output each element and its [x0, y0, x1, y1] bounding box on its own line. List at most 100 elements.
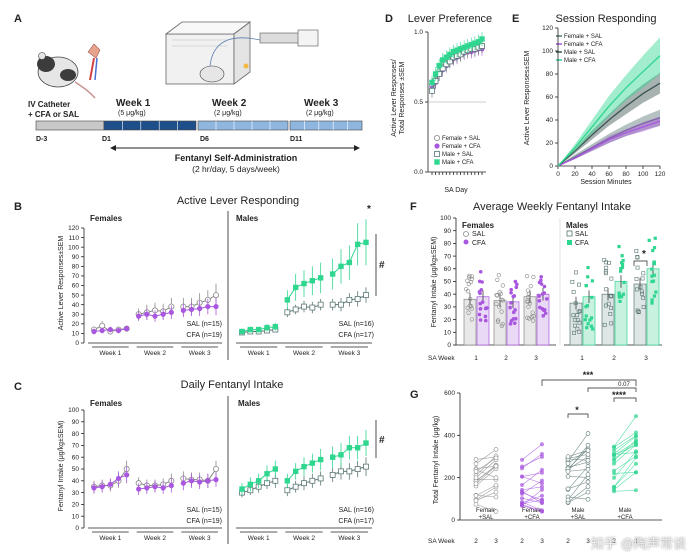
data-point: [168, 482, 174, 489]
data-point: [284, 297, 291, 303]
individual-point: [495, 293, 500, 298]
individual-point: [586, 275, 590, 279]
individual-point: [530, 310, 535, 315]
week3-point: [585, 484, 591, 489]
y-tick-label: 80: [444, 241, 452, 248]
x-tick-label: 40: [588, 171, 596, 178]
individual-point: [480, 300, 485, 304]
data-point: [115, 475, 122, 482]
week3-point: [634, 461, 638, 466]
individual-point: [509, 300, 513, 305]
data-point: [468, 41, 474, 48]
data-point: [107, 326, 113, 333]
x-tick-label: 2: [612, 355, 616, 362]
panel-c: C Daily Fentanyl Intake Fentanyl Intake …: [14, 379, 385, 544]
week2-point: [612, 475, 616, 480]
selfadmin-label: Fentanyl Self-Administration: [175, 153, 298, 163]
paired-line: [567, 468, 589, 472]
week3-point: [585, 472, 591, 477]
mean-line-0: [557, 117, 661, 167]
individual-point: [465, 305, 470, 310]
legend-d-fcfa: Female + CFA: [442, 144, 481, 150]
individual-point: [469, 317, 474, 322]
panel-b-hash: #: [379, 260, 385, 271]
individual-point: [468, 304, 474, 309]
individual-point: [620, 262, 625, 267]
individual-point: [584, 305, 588, 309]
individual-point: [513, 308, 517, 312]
week3-point: [540, 481, 544, 486]
data-point: [432, 71, 439, 77]
chart-b-plot: 0 10 20 30 40 50 60 70 80 90 100 110 120 Week 1 Week 2…: [68, 219, 372, 357]
panel-b-cfa-f: CFA (n=19): [186, 332, 222, 339]
panel-b: B Active Lever Responding Active Lever R…: [14, 195, 385, 360]
week3-point: [493, 494, 499, 500]
week2-point: [473, 457, 479, 462]
paired-line: [521, 456, 543, 467]
week2-point: [520, 474, 524, 479]
paired-line: [521, 453, 543, 469]
paired-line: [475, 484, 497, 496]
data-point: [180, 480, 186, 486]
data-point: [144, 311, 150, 317]
paired-line: [567, 491, 589, 503]
paired-line: [567, 450, 589, 457]
data-point: [338, 452, 344, 458]
paired-line: [613, 432, 637, 448]
panel-f-ylabel: Fentanyl Intake (μg/kg±SEM): [431, 237, 438, 328]
paired-line: [475, 455, 497, 476]
watermark: 知乎 @陶声常谈: [590, 537, 686, 552]
panel-g-sig-cfa: ****: [612, 390, 627, 400]
week3-dose: (2 μg/kg): [306, 110, 334, 117]
individual-point: [478, 307, 483, 311]
legend-d-marker: [433, 134, 440, 141]
panel-b-males: Males: [236, 214, 259, 223]
individual-point: [620, 261, 624, 265]
paired-line: [475, 464, 497, 482]
injection-arm: [87, 43, 101, 81]
data-point: [475, 39, 482, 45]
panel-c-letter: C: [14, 381, 22, 393]
x-tick-label: 0: [556, 171, 560, 178]
panel-b-sal-f: SAL (n=15): [187, 321, 222, 328]
data-point: [205, 478, 211, 484]
individual-point: [586, 322, 590, 326]
data-point: [124, 472, 130, 478]
individual-point: [499, 309, 504, 314]
week3-point: [493, 463, 499, 469]
individual-point: [652, 294, 657, 298]
individual-point: [652, 273, 656, 277]
data-point: [160, 311, 166, 317]
y-tick-label: 0: [75, 340, 79, 347]
data-point: [346, 445, 353, 451]
data-point: [338, 263, 344, 270]
week2-point: [473, 469, 479, 474]
x-tick-label: 1: [580, 355, 584, 362]
week3-point: [634, 449, 638, 454]
individual-point: [583, 318, 587, 322]
panel-c-title: Daily Fentanyl Intake: [181, 379, 284, 391]
individual-point: [634, 249, 639, 253]
x-tick-label: 3: [534, 355, 538, 362]
data-point: [284, 487, 291, 494]
y-tick-label: 20: [546, 140, 554, 147]
paired-line: [521, 495, 543, 504]
individual-point: [539, 278, 543, 283]
week3-point: [540, 470, 544, 475]
y-tick-label: 0: [549, 163, 553, 170]
individual-point: [514, 285, 519, 290]
data-point: [272, 466, 279, 472]
individual-point: [531, 274, 536, 280]
data-point: [354, 296, 361, 302]
paired-line: [475, 468, 497, 487]
legend-f-sal-f-marker: [463, 231, 469, 237]
week2-point: [473, 481, 479, 487]
data-point: [309, 278, 316, 284]
catheter-label-1: IV Catheter: [28, 100, 70, 109]
individual-point: [529, 314, 534, 319]
data-point: [354, 466, 361, 472]
individual-point: [513, 316, 518, 321]
data-point: [152, 484, 158, 490]
individual-point: [494, 292, 499, 298]
panel-g-sig-p: 0.07: [618, 382, 630, 388]
